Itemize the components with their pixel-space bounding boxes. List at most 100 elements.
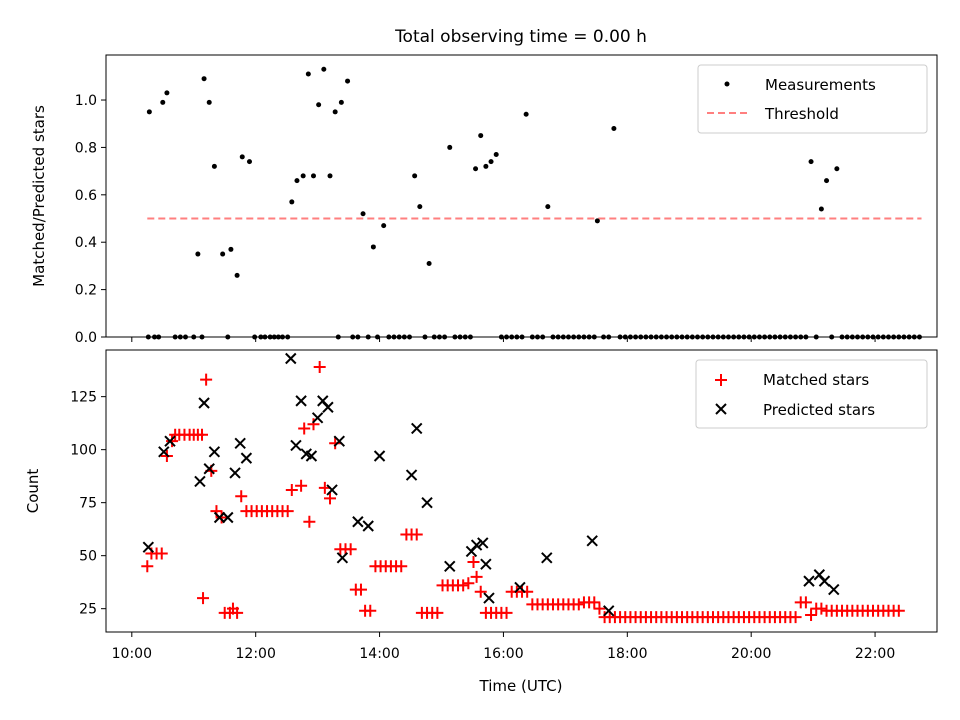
measurement-point xyxy=(332,109,338,115)
matched-star-point xyxy=(470,570,483,583)
measurement-point xyxy=(201,76,207,82)
matched-star-point xyxy=(324,492,337,505)
matched-star-point xyxy=(354,583,367,596)
bottom-y-tick-label: 75 xyxy=(79,496,97,512)
predicted-star-point xyxy=(208,446,221,458)
matched-star-point xyxy=(457,579,470,592)
matched-star-point xyxy=(235,490,248,503)
matched-star-point xyxy=(155,547,168,560)
measurement-point xyxy=(808,159,814,165)
matched-star-point xyxy=(200,373,213,386)
predicted-star-point xyxy=(541,552,553,564)
measurement-point xyxy=(824,178,830,184)
measurement-point xyxy=(321,66,327,72)
matched-star-point xyxy=(281,505,294,518)
bottom-ylabel: Count xyxy=(24,469,42,514)
measurement-point xyxy=(206,99,212,105)
predicted-star-point xyxy=(222,511,234,524)
matched-star-point xyxy=(572,598,585,611)
predicted-star-point xyxy=(586,535,598,547)
predicted-star-point xyxy=(514,581,526,594)
bottom-x-ticks: 10:00 12:00 14:00 16:00 18:00 20:00 22:00 xyxy=(112,632,895,662)
measurement-point xyxy=(211,163,217,169)
matched-star-point xyxy=(197,592,210,605)
matched-star-point xyxy=(298,422,311,435)
measurement-point xyxy=(160,99,166,105)
measurement-point xyxy=(447,144,453,150)
legend-matched-marker xyxy=(715,374,727,386)
x-axis-label: Time (UTC) xyxy=(479,677,563,695)
predicted-star-point xyxy=(373,450,386,462)
top-x-ticks xyxy=(131,337,876,342)
top-y-tick-label: 1.0 xyxy=(75,93,97,109)
matched-star-point xyxy=(805,609,818,622)
legend-measurements-marker xyxy=(724,81,730,87)
measurement-point xyxy=(834,166,840,172)
x-tick-label: 22:00 xyxy=(855,646,895,662)
predicted-star-point xyxy=(322,401,334,413)
predicted-star-point xyxy=(603,605,615,617)
measurement-point xyxy=(327,173,333,179)
measurement-point xyxy=(195,251,201,257)
predicted-star-point xyxy=(803,575,815,587)
matched-star-point xyxy=(789,611,802,624)
measurement-point xyxy=(818,206,824,212)
matched-star-point xyxy=(285,483,298,496)
matched-star-point xyxy=(467,556,480,569)
measurement-point xyxy=(228,246,234,252)
measurement-point xyxy=(246,159,252,165)
measurement-point xyxy=(611,125,617,131)
measurement-point xyxy=(239,154,245,160)
bottom-legend: Matched stars Predicted stars xyxy=(695,359,928,429)
matched-star-point xyxy=(410,528,423,541)
predicted-star-point xyxy=(480,558,492,570)
predicted-star-point xyxy=(203,463,215,475)
measurement-point xyxy=(426,261,432,267)
legend-matched-label: Matched stars xyxy=(763,371,869,389)
bottom-y-tick-label: 100 xyxy=(70,443,97,459)
measurement-point xyxy=(294,178,300,184)
predicted-star-point xyxy=(213,511,226,524)
matched-star-point xyxy=(799,596,812,609)
bottom-axes-frame xyxy=(105,349,938,633)
predicted-star-point xyxy=(164,435,176,447)
predicted-star-point xyxy=(240,452,253,464)
measurement-point xyxy=(478,133,484,139)
legend-threshold-label: Threshold xyxy=(764,105,839,123)
measurement-point xyxy=(545,204,551,210)
measurement-point xyxy=(345,78,351,84)
matched-star-point xyxy=(588,596,601,609)
bottom-marks xyxy=(141,352,905,624)
matched-star-point xyxy=(141,560,154,573)
measurement-point xyxy=(234,272,240,278)
measurement-point xyxy=(289,199,295,205)
legend-predicted-marker xyxy=(715,403,727,415)
matched-star-point xyxy=(395,560,408,573)
matched-star-point xyxy=(474,585,487,598)
predicted-star-point xyxy=(818,575,831,587)
predicted-star-point xyxy=(828,583,840,596)
top-y-tick-label: 0.2 xyxy=(75,283,97,299)
measurement-point xyxy=(316,102,322,108)
predicted-star-point xyxy=(326,484,338,496)
measurement-point xyxy=(360,211,366,217)
x-tick-label: 18:00 xyxy=(607,646,647,662)
predicted-star-point xyxy=(352,516,364,528)
matched-star-point xyxy=(462,577,475,590)
matched-star-point xyxy=(231,606,244,619)
matched-star-point xyxy=(892,604,905,617)
predicted-star-point xyxy=(333,435,346,447)
measurement-point xyxy=(594,218,600,224)
matched-star-point xyxy=(344,543,357,556)
matched-star-point xyxy=(364,604,377,617)
measurement-point xyxy=(338,99,344,105)
measurement-point xyxy=(417,204,423,210)
measurement-point xyxy=(164,90,170,96)
measurement-point xyxy=(300,173,306,179)
predicted-star-point xyxy=(362,520,374,532)
predicted-star-point xyxy=(234,437,246,450)
predicted-star-point xyxy=(290,439,302,452)
legend-predicted-label: Predicted stars xyxy=(763,401,875,419)
matched-star-point xyxy=(313,360,326,373)
measurement-point xyxy=(146,109,152,115)
